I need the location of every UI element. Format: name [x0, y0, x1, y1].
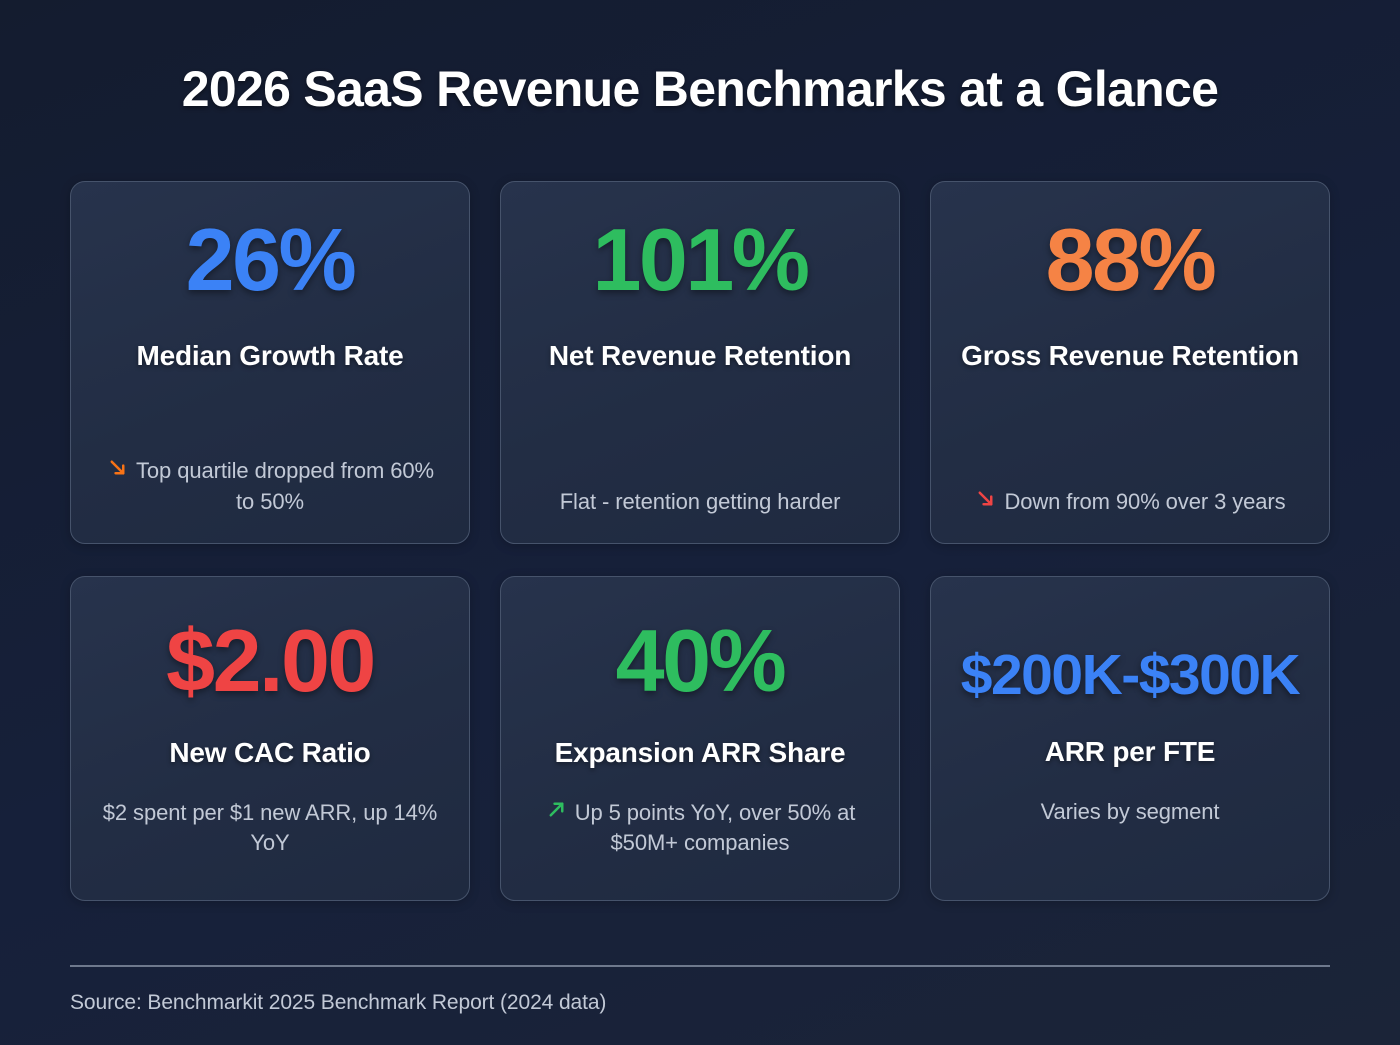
- stat-note: Varies by segment: [1041, 797, 1220, 827]
- stat-note-text: Top quartile dropped from 60% to 50%: [136, 458, 434, 514]
- stat-label: Gross Revenue Retention: [961, 340, 1299, 371]
- arrow-down-right-icon: [106, 456, 129, 479]
- stat-value: 101%: [592, 210, 810, 309]
- stat-label: Median Growth Rate: [136, 340, 404, 371]
- footer-divider: [70, 965, 1330, 967]
- stat-label: ARR per FTE: [1044, 736, 1216, 768]
- arrow-down-right-icon: [974, 487, 997, 510]
- stat-label: Net Revenue Retention: [548, 340, 852, 371]
- stat-note-text: Up 5 points YoY, over 50% at $50M+ compa…: [574, 799, 856, 855]
- stat-label: Expansion ARR Share: [554, 736, 846, 768]
- stat-value: $200K-$300K: [960, 643, 1301, 708]
- stat-note: Top quartile dropped from 60% to 50%: [97, 456, 443, 517]
- stat-note-text: Flat - retention getting harder: [559, 488, 841, 514]
- stat-value: $2.00: [166, 610, 376, 710]
- stat-value: 26%: [185, 210, 357, 309]
- page-title: 2026 SaaS Revenue Benchmarks at a Glance: [181, 61, 1219, 117]
- stat-note: Up 5 points YoY, over 50% at $50M+ compa…: [527, 798, 873, 859]
- stat-card-expansion-arr-share: 40% Expansion ARR Share Up 5 points YoY,…: [500, 576, 900, 901]
- stat-note-text: Varies by segment: [1040, 799, 1220, 825]
- stat-card-median-growth-rate: 26% Median Growth Rate Top quartile drop…: [70, 181, 470, 544]
- stat-card-net-revenue-retention: 101% Net Revenue Retention Flat - retent…: [500, 181, 900, 544]
- stat-card-gross-revenue-retention: 88% Gross Revenue Retention Down from 90…: [930, 181, 1330, 544]
- stat-note: $2 spent per $1 new ARR, up 14% YoY: [97, 798, 443, 859]
- stat-note: Down from 90% over 3 years: [974, 487, 1286, 517]
- arrow-up-right-icon: [545, 798, 568, 821]
- stat-note: Flat - retention getting harder: [560, 487, 841, 517]
- stat-label: New CAC Ratio: [169, 736, 371, 768]
- title-section: 2026 SaaS Revenue Benchmarks at a Glance: [70, 0, 1330, 117]
- stat-value: 40%: [615, 610, 787, 710]
- source-text: Source: Benchmarkit 2025 Benchmark Repor…: [70, 991, 607, 1014]
- stat-note-text: Down from 90% over 3 years: [1004, 488, 1286, 514]
- stat-card-new-cac-ratio: $2.00 New CAC Ratio $2 spent per $1 new …: [70, 576, 470, 901]
- footer: Source: Benchmarkit 2025 Benchmark Repor…: [70, 965, 1330, 1045]
- stat-card-arr-per-fte: $200K-$300K ARR per FTE Varies by segmen…: [930, 576, 1330, 901]
- stat-value: 88%: [1045, 210, 1217, 309]
- stat-card-grid: 26% Median Growth Rate Top quartile drop…: [70, 181, 1330, 901]
- stat-note-text: $2 spent per $1 new ARR, up 14% YoY: [102, 799, 438, 855]
